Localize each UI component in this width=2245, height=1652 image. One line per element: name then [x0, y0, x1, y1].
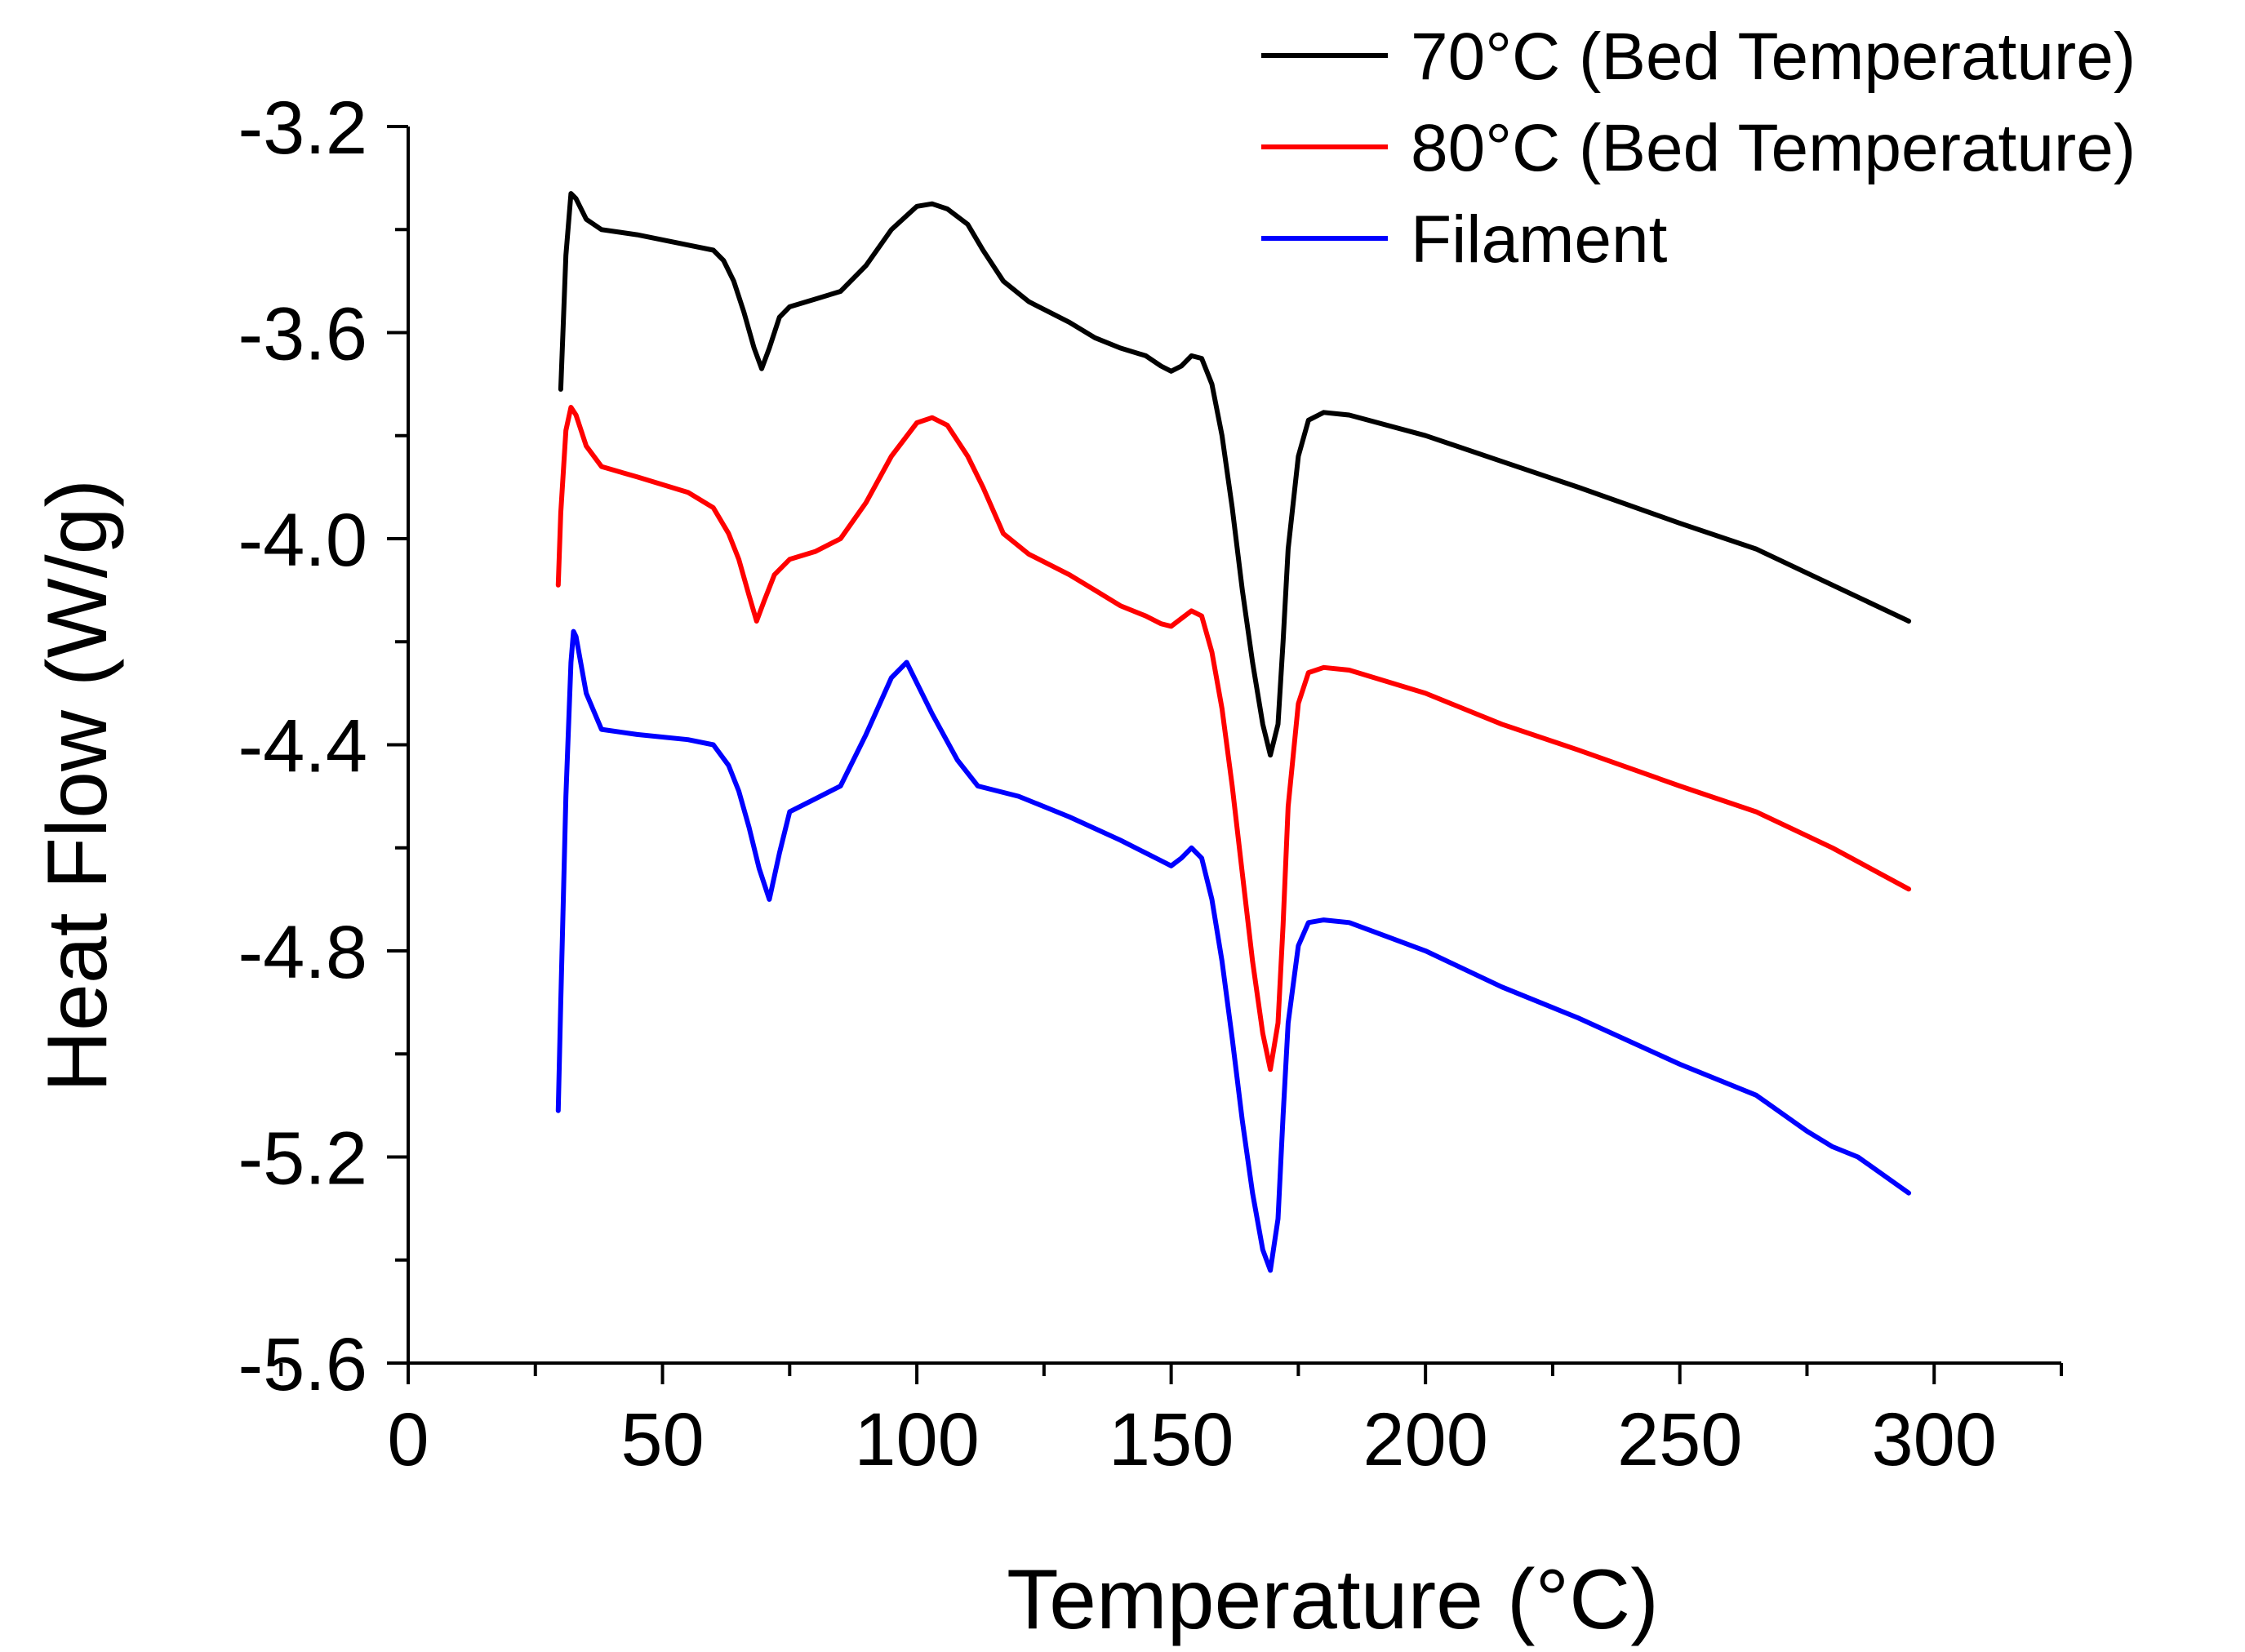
x-tick-label: 150	[1109, 1398, 1234, 1481]
legend-label-2: Filament	[1411, 202, 1668, 277]
y-tick-label: -3.6	[238, 293, 367, 376]
y-tick-label: -5.6	[238, 1323, 367, 1406]
x-axis-ticks: 0 50 100 150 200 250 300	[279, 1363, 2063, 1481]
series-line-2	[555, 628, 1912, 1273]
legend-label-0: 70°C (Bed Temperature)	[1411, 20, 2136, 94]
y-tick-label: -4.0	[238, 499, 367, 582]
y-tick-label: -3.2	[238, 87, 367, 170]
series-lines	[555, 191, 1912, 1273]
y-axis-ticks: -3.2 -3.6 -4.0 -4.4 -4.8 -5.2 -5.6	[238, 87, 408, 1406]
y-tick-label: -5.2	[238, 1117, 367, 1201]
y-axis-title: Heat Flow (W/g)	[30, 479, 125, 1092]
y-tick-label: -4.8	[238, 911, 367, 994]
x-tick-label: 200	[1363, 1398, 1488, 1481]
series-line-1	[555, 405, 1912, 1072]
legend: 70°C (Bed Temperature) 80°C (Bed Temperat…	[1261, 20, 2136, 277]
x-tick-label: 300	[1871, 1398, 1997, 1481]
legend-label-1: 80°C (Bed Temperature)	[1411, 111, 2136, 185]
x-tick-label: 250	[1617, 1398, 1743, 1481]
y-tick-label: -4.4	[238, 705, 367, 788]
x-tick-label: 0	[387, 1398, 429, 1481]
x-tick-label: 100	[854, 1398, 980, 1481]
x-axis-title: Temperature (°C)	[1007, 1552, 1659, 1647]
x-tick-label: 50	[620, 1398, 704, 1481]
series-line-0	[558, 191, 1912, 758]
